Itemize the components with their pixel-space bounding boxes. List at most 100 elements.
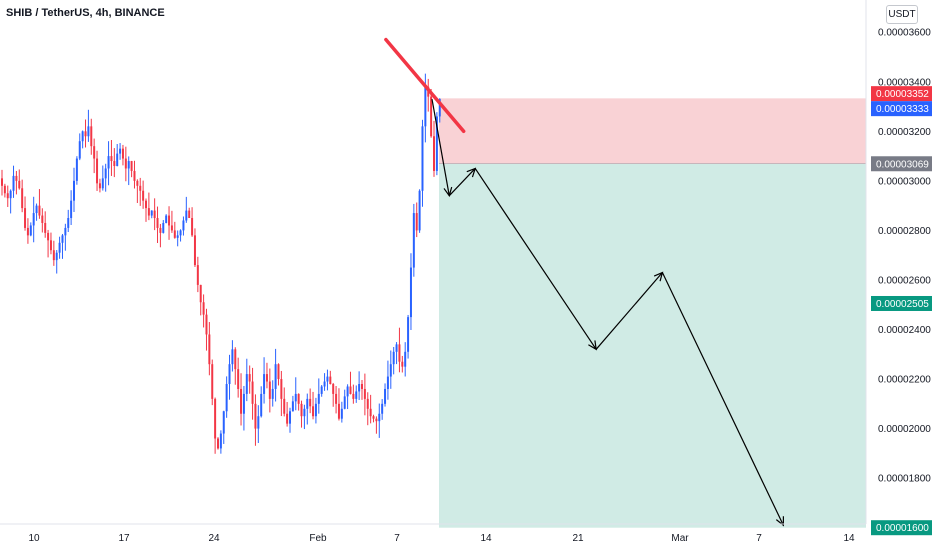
x-tick-label: Mar — [671, 533, 689, 544]
y-tick-label: 0.00003200 — [878, 127, 931, 138]
candle-body — [231, 349, 234, 365]
candle-body — [306, 398, 309, 409]
candle-body — [257, 416, 260, 429]
candle-body — [179, 230, 182, 236]
candle-body — [352, 393, 355, 399]
candle-body — [101, 178, 104, 189]
candle-body — [98, 183, 101, 189]
candle-body — [38, 205, 41, 216]
candle-body — [363, 388, 366, 399]
candle-body — [409, 267, 412, 318]
candle-body — [280, 379, 283, 399]
projection-segment — [595, 272, 663, 350]
symbol-title: SHIB / TetherUS, 4h, BINANCE — [6, 7, 165, 19]
x-tick-label: Feb — [309, 533, 327, 544]
candle-body — [55, 252, 58, 261]
candle-body — [87, 126, 90, 137]
candle-body — [234, 349, 237, 370]
candle-body — [263, 374, 266, 394]
candle-body — [15, 175, 18, 181]
candle-body — [133, 170, 136, 181]
candle-body — [372, 416, 375, 419]
candle-body — [277, 364, 280, 380]
candle-body — [433, 136, 435, 171]
candle-body — [205, 314, 208, 335]
candle-body — [193, 235, 196, 266]
candle-body — [113, 161, 116, 166]
candle-body — [240, 388, 243, 414]
resistance-trendline — [384, 37, 466, 134]
candle-body — [119, 148, 122, 154]
candle-body — [24, 208, 27, 228]
candle-body — [312, 406, 315, 417]
candle-body — [6, 193, 9, 199]
x-tick-label: 21 — [572, 533, 584, 544]
currency-selector-button[interactable]: USDT — [886, 5, 918, 24]
price-label-text: 0.00003333 — [876, 104, 929, 115]
candle-body — [265, 374, 268, 382]
candle-body — [78, 141, 81, 159]
candle-body — [430, 96, 433, 137]
candle-body — [29, 225, 32, 236]
x-tick-label: 7 — [756, 533, 762, 544]
candle-body — [64, 227, 67, 236]
price-label-text: 0.00001600 — [876, 523, 929, 534]
price-label-text: 0.00003352 — [876, 89, 929, 100]
projection-segment — [431, 98, 450, 196]
candle-body — [3, 185, 6, 194]
candle-body — [384, 388, 387, 404]
candle-body — [332, 384, 335, 394]
candle-body — [283, 398, 286, 414]
candle-body — [435, 116, 438, 171]
candle-body — [337, 403, 340, 419]
candle-body — [104, 168, 107, 179]
candle-body — [375, 418, 378, 422]
candle-body — [381, 403, 384, 414]
candle-body — [389, 364, 392, 377]
candle-body — [401, 361, 404, 367]
candle-body — [260, 393, 263, 417]
candle-body — [170, 225, 173, 231]
candle-body — [349, 386, 352, 394]
candle-body — [1, 178, 3, 186]
x-tick-label: 14 — [480, 533, 492, 544]
candle-body — [424, 86, 427, 127]
y-tick-label: 0.00002000 — [878, 424, 931, 435]
candle-body — [274, 364, 277, 389]
candle-body — [217, 438, 219, 449]
candle-body — [289, 411, 291, 424]
price-label-box — [871, 520, 932, 536]
candle-body — [127, 161, 130, 169]
candle-body — [159, 227, 162, 233]
candle-body — [386, 376, 389, 389]
candle-body — [26, 227, 29, 236]
candle-body — [407, 317, 410, 352]
take-profit-zone — [439, 163, 866, 528]
candle-body — [199, 284, 202, 303]
candle-body — [294, 393, 297, 402]
candle-body — [182, 220, 185, 231]
candle-body — [139, 185, 142, 191]
candle-body — [225, 384, 228, 412]
y-tick-label: 0.00001800 — [878, 474, 931, 485]
candle-body — [173, 230, 176, 238]
candle-body — [323, 381, 326, 387]
candle-body — [404, 351, 407, 367]
candle-body — [9, 190, 12, 199]
candle-body — [165, 215, 168, 223]
candle-body — [81, 131, 84, 142]
y-tick-label: 0.00002800 — [878, 226, 931, 237]
candle-body — [116, 153, 119, 166]
candle-body — [329, 376, 332, 385]
candle-body — [309, 398, 312, 407]
candle-body — [191, 218, 194, 236]
candle-body — [176, 235, 179, 238]
candle-body — [121, 148, 124, 159]
candle-body — [346, 386, 349, 397]
stop-loss-zone — [439, 98, 866, 164]
candle-body — [222, 411, 225, 434]
candle-body — [124, 158, 127, 169]
candle-body — [168, 215, 171, 226]
